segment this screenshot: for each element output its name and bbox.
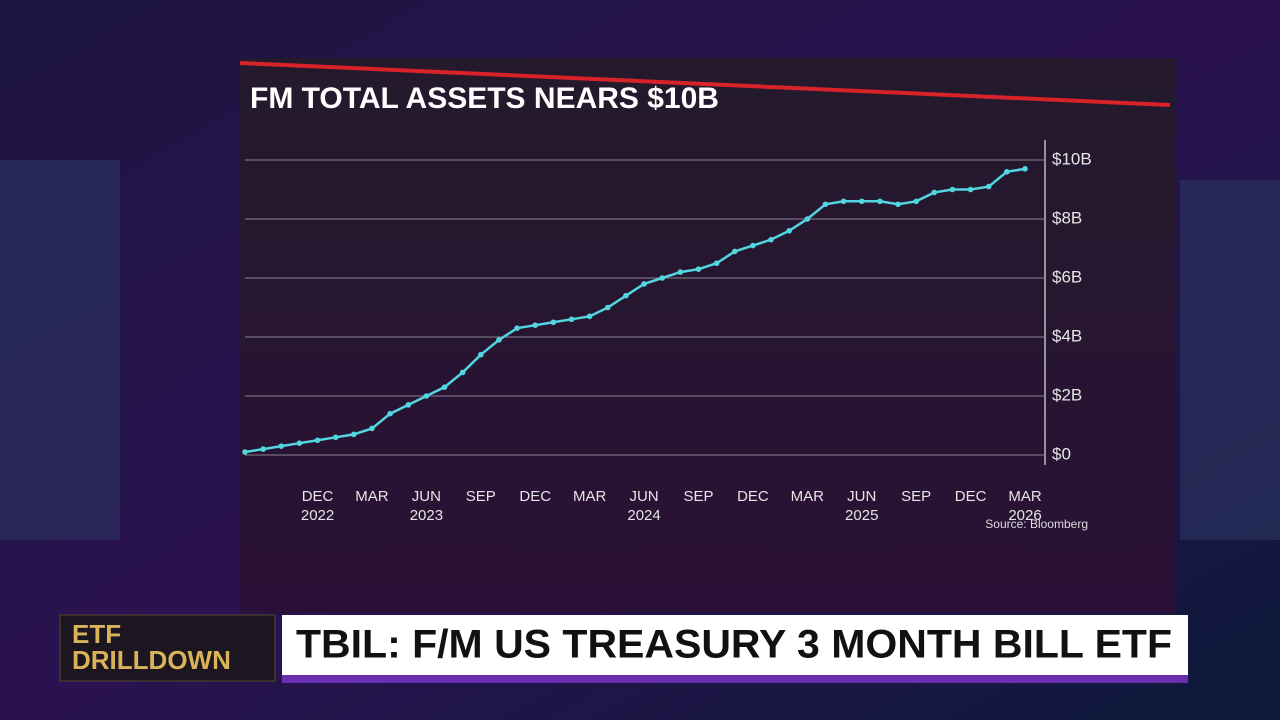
data-point [278, 443, 285, 449]
data-point [895, 201, 901, 208]
data-point [623, 292, 629, 299]
show-name: ETF [72, 619, 121, 649]
data-point [459, 369, 466, 376]
x-year-label: 2026 [1008, 507, 1041, 524]
data-point [985, 183, 992, 190]
x-tick-label: JUN [847, 488, 876, 505]
data-point [532, 322, 539, 329]
y-tick-label: $10B [1052, 149, 1092, 168]
studio-screen [0, 160, 120, 540]
data-point [768, 236, 774, 243]
data-point [1022, 166, 1028, 172]
x-tick-label: DEC [955, 488, 987, 505]
x-tick-label: DEC [302, 488, 334, 505]
data-point [296, 440, 303, 447]
show-badge [59, 614, 276, 682]
data-point [441, 384, 448, 390]
data-point [659, 275, 666, 281]
data-point [967, 186, 974, 193]
x-tick-label: MAR [573, 488, 607, 505]
data-point [949, 186, 956, 193]
data-point [478, 351, 484, 358]
data-point [514, 325, 520, 331]
data-point [750, 242, 756, 249]
data-point [332, 434, 339, 441]
data-point [858, 198, 865, 205]
x-year-label: 2024 [627, 507, 660, 524]
data-point [423, 393, 430, 399]
plot: $0 $2B $4B $6B $8B $10B DEC 2022 MAR JUN 2023 SEP DE… [242, 149, 1092, 524]
studio-screen [1180, 180, 1280, 540]
y-tick-label: $8B [1052, 208, 1082, 227]
data-point [731, 248, 738, 255]
x-tick-label: SEP [466, 488, 496, 505]
x-tick-label: JUN [629, 488, 658, 505]
chart-panel [240, 58, 1175, 613]
show-name: DRILLDOWN [72, 645, 231, 675]
data-point [1004, 169, 1010, 175]
x-tick-label: DEC [737, 488, 769, 505]
source: Source: Bloomberg [985, 517, 1088, 531]
x-tick-label: MAR [1008, 488, 1042, 505]
x-tick-label: SEP [901, 488, 931, 505]
x-year-label: 2025 [845, 507, 878, 524]
data-point [550, 319, 557, 326]
data-point [405, 402, 412, 408]
data-point [641, 281, 647, 287]
data-point [695, 266, 702, 272]
x-tick-label: MAR [791, 488, 825, 505]
data-point [804, 216, 811, 222]
data-line [244, 167, 1026, 454]
data-point [586, 313, 593, 320]
x-year-label: 2022 [301, 507, 334, 524]
data-point [713, 260, 720, 267]
data-point [351, 431, 357, 438]
x-year-label: 2023 [410, 507, 443, 524]
x-tick-label: DEC [519, 488, 551, 505]
data-point [387, 410, 393, 417]
data-point [677, 269, 684, 275]
data-point [840, 198, 847, 205]
y-tick-label: $0 [1052, 444, 1071, 463]
x-tick-label: MAR [355, 488, 389, 505]
y-tick-label: $6B [1052, 267, 1082, 286]
data-point [877, 198, 883, 205]
data-point [242, 449, 248, 455]
headline-bar [282, 675, 1188, 683]
data-point [931, 189, 938, 196]
data-point [786, 228, 792, 234]
x-tick-label: SEP [683, 488, 713, 505]
data-point [260, 446, 266, 452]
data-point [822, 201, 829, 208]
headline-box [282, 615, 1188, 675]
data-point [314, 437, 321, 444]
data-point [913, 198, 919, 205]
y-tick-label: $4B [1052, 326, 1082, 345]
red-rule [239, 61, 1171, 107]
x-tick-label: JUN [412, 488, 441, 505]
chart-title: FM TOTAL ASSETS NEARS $10B [250, 82, 719, 115]
headline: TBIL: F/M US TREASURY 3 MONTH BILL ETF [296, 623, 1172, 667]
data-point [568, 316, 575, 323]
y-tick-label: $2B [1052, 385, 1082, 404]
data-point [604, 304, 611, 311]
data-point [496, 337, 502, 343]
data-point [369, 425, 375, 432]
